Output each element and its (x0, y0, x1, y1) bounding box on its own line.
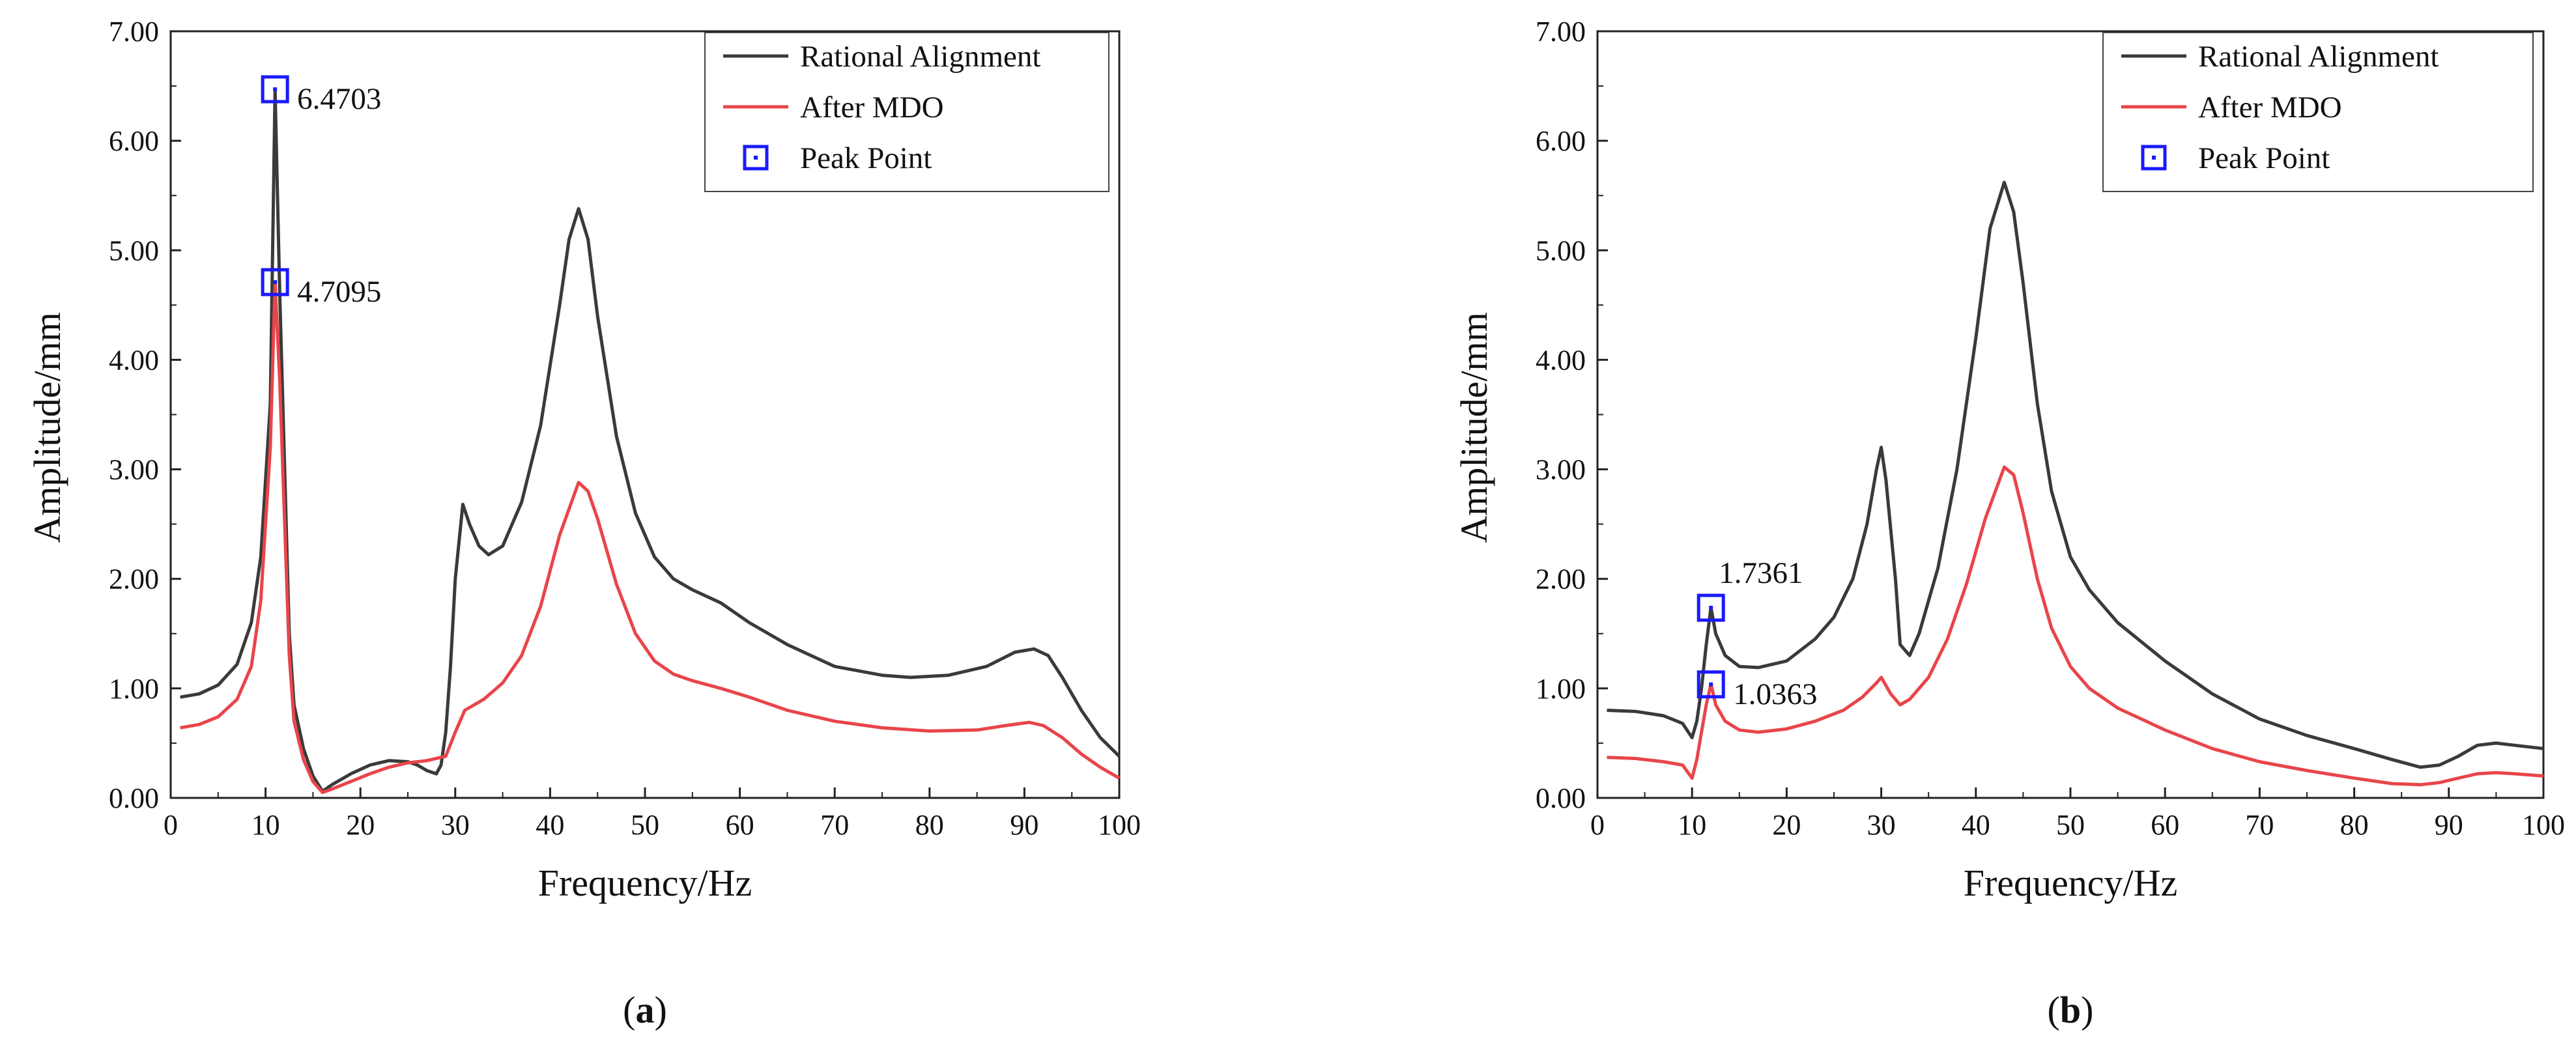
peak-value-label: 1.7361 (1719, 556, 1803, 590)
x-tick-label: 60 (726, 809, 754, 841)
x-tick-label: 90 (2435, 809, 2463, 841)
y-tick-label: 5.00 (1536, 234, 1586, 266)
y-tick-label: 3.00 (109, 454, 159, 486)
y-tick-label: 2.00 (109, 563, 159, 595)
legend-entry-label: After MDO (2198, 91, 2342, 124)
peak-marker (1696, 593, 1725, 622)
legend: Rational Alignment After MDO Peak Point (704, 32, 1109, 192)
x-axis-title: Frequency/Hz (1964, 862, 2178, 904)
x-tick-label: 90 (1010, 809, 1038, 841)
legend-peak-marker (2141, 145, 2167, 171)
peak-marker (261, 268, 289, 296)
legend-box (2102, 32, 2534, 192)
legend-box (704, 32, 1109, 192)
legend-peak-marker-center (754, 156, 758, 160)
y-tick-label: 2.00 (1536, 563, 1586, 595)
x-tick-label: 100 (1098, 809, 1141, 841)
panel-label: (a) (623, 989, 667, 1031)
y-tick-label: 0.00 (109, 782, 159, 814)
y-tick-label: 4.00 (1536, 344, 1586, 376)
y-tick-label: 7.00 (1536, 16, 1586, 48)
x-tick-label: 30 (1867, 809, 1896, 841)
legend-entry-label: Rational Alignment (800, 40, 1040, 74)
y-tick-label: 1.00 (1536, 673, 1586, 705)
x-tick-label: 80 (915, 809, 944, 841)
panel-label-open: ( (2048, 989, 2060, 1031)
y-tick-label: 0.00 (1536, 782, 1586, 814)
legend-peak-marker-center (2152, 156, 2156, 160)
peak-marker-center (273, 87, 278, 92)
peak-value-label: 4.7095 (297, 275, 381, 309)
y-tick-label: 5.00 (109, 234, 159, 266)
x-tick-label: 10 (1678, 809, 1706, 841)
panel-label-letter: b (2060, 989, 2081, 1031)
x-tick-label: 40 (536, 809, 564, 841)
x-tick-label: 70 (820, 809, 849, 841)
peak-marker (1696, 670, 1725, 699)
x-tick-label: 50 (2056, 809, 2085, 841)
chart-panel-a: 0 10 20 30 40 50 60 70 80 90 100 0.00 1.00 2.00 3.00 4.… (26, 16, 1141, 1031)
peak-value-label: 1.0363 (1733, 677, 1817, 711)
peak-value-label: 6.4703 (297, 82, 381, 116)
panel-label-close: ) (655, 989, 667, 1031)
panel-label: (b) (2048, 989, 2094, 1031)
y-axis-title: Amplitude/mm (1453, 312, 1495, 543)
peak-marker-center (1709, 682, 1713, 687)
legend-entry-label: Peak Point (800, 141, 932, 175)
panel-label-letter: a (636, 989, 655, 1031)
x-tick-label: 20 (1772, 809, 1801, 841)
panel-label-close: ) (2081, 989, 2093, 1031)
y-tick-label: 3.00 (1536, 454, 1586, 486)
y-tick-label: 6.00 (109, 125, 159, 157)
legend-entry-label: Peak Point (2198, 141, 2330, 175)
x-tick-label: 30 (441, 809, 470, 841)
x-tick-label: 70 (2245, 809, 2274, 841)
peak-marker-center (1709, 606, 1713, 610)
legend-peak-marker (743, 145, 769, 171)
series-line-rational-alignment (1607, 180, 2544, 769)
panel-label-open: ( (623, 989, 635, 1031)
y-axis-title: Amplitude/mm (26, 312, 68, 543)
series-line-after-mdo (180, 280, 1121, 795)
x-tick-label: 80 (2340, 809, 2369, 841)
legend-entry-label: After MDO (800, 91, 944, 124)
y-tick-label: 7.00 (109, 16, 159, 48)
series-line-rational-alignment (180, 87, 1121, 793)
peak-marker-center (273, 280, 278, 285)
x-tick-label: 50 (631, 809, 659, 841)
legend-entry-label: Rational Alignment (2198, 40, 2439, 74)
x-tick-label: 0 (1590, 809, 1605, 841)
chart-panel-b: 0 10 20 30 40 50 60 70 80 90 100 0.00 1.00 2.00 3.00 4.… (1453, 16, 2565, 1031)
x-tick-label: 20 (346, 809, 375, 841)
x-axis-title: Frequency/Hz (538, 862, 752, 904)
y-tick-label: 1.00 (109, 673, 159, 705)
y-tick-label: 6.00 (1536, 125, 1586, 157)
x-tick-label: 100 (2522, 809, 2565, 841)
x-tick-label: 60 (2151, 809, 2179, 841)
peak-marker (261, 75, 289, 104)
x-tick-label: 40 (1962, 809, 1990, 841)
x-tick-label: 10 (251, 809, 280, 841)
y-tick-label: 4.00 (109, 344, 159, 376)
x-tick-label: 0 (164, 809, 178, 841)
series-line-after-mdo (1607, 465, 2544, 787)
legend: Rational Alignment After MDO Peak Point (2102, 32, 2534, 192)
